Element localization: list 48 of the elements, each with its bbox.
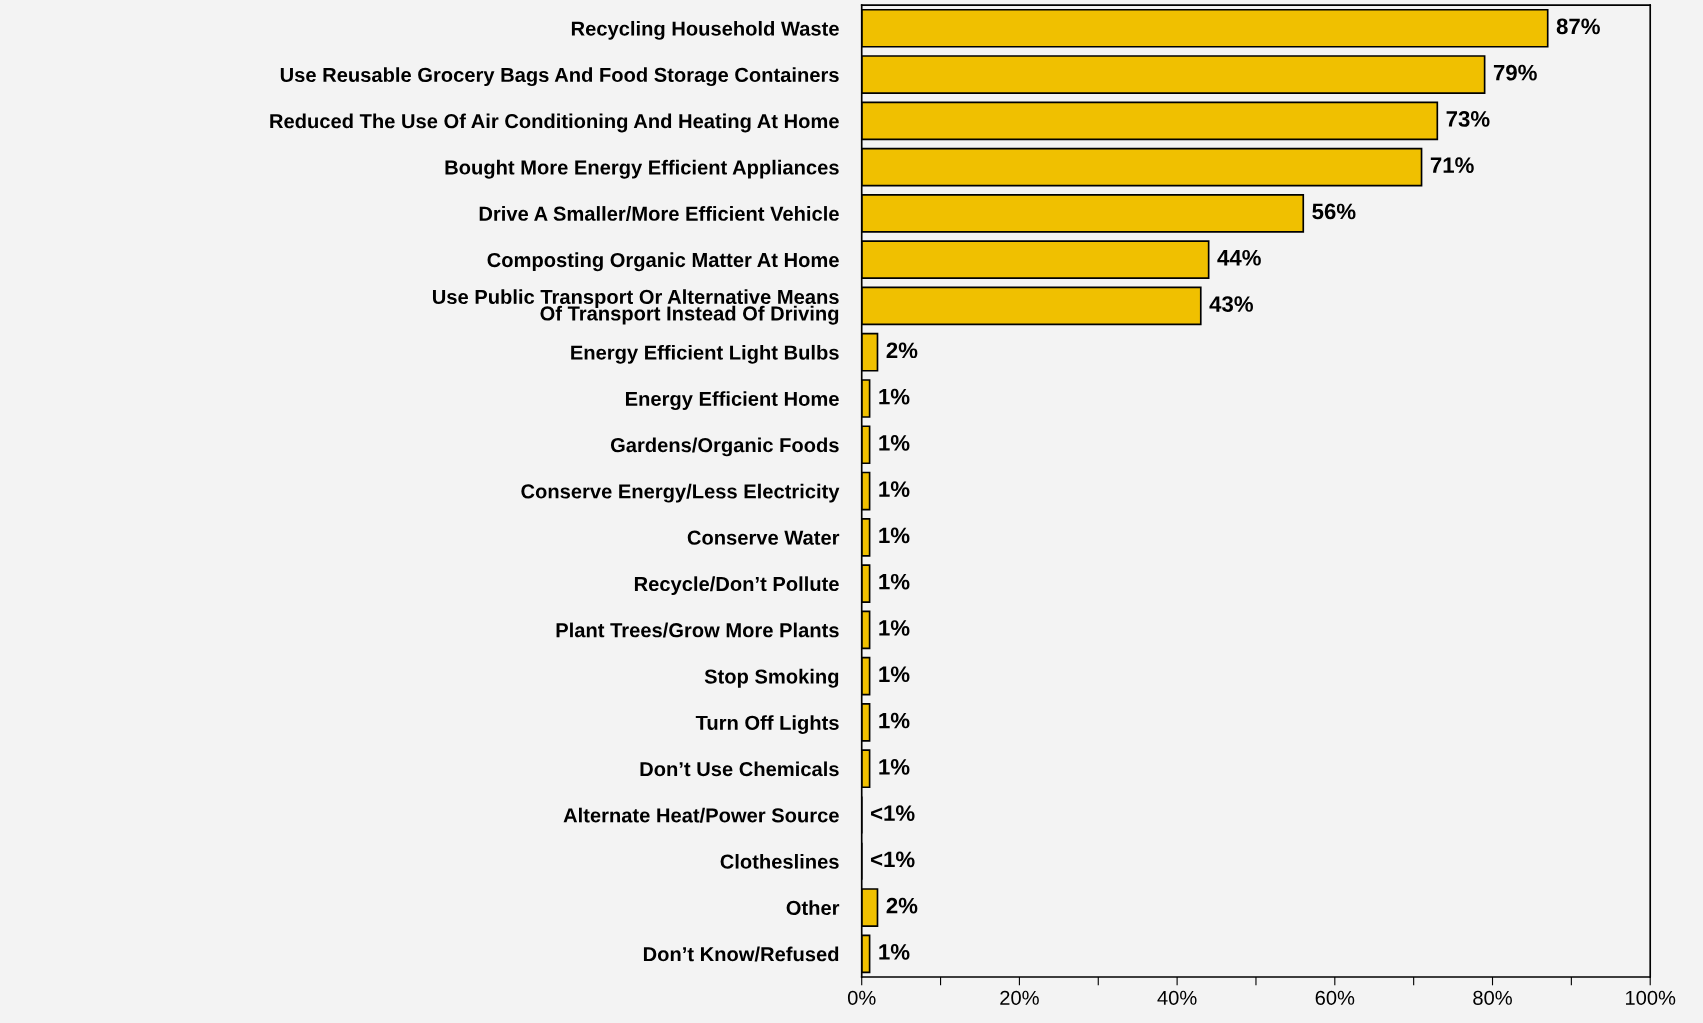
y-tick-label: Energy Efficient Home	[625, 391, 839, 411]
data-label: 1%	[879, 712, 910, 729]
y-tick-label: Clotheslines	[720, 853, 839, 869]
x-tick-label: 0%	[847, 990, 876, 1005]
data-label: 1%	[879, 481, 910, 497]
y-tick-label: Recycle/Don’t Pollute	[634, 576, 839, 596]
x-tick-label: 40%	[1157, 990, 1197, 1005]
data-label: 73%	[1446, 111, 1490, 127]
data-label: 79%	[1493, 64, 1537, 81]
y-tick-label: Conserve Water	[687, 530, 840, 545]
data-label: 1%	[879, 527, 910, 544]
x-tick-label: 100%	[1625, 990, 1676, 1005]
data-label: 1%	[879, 573, 910, 590]
data-label: 1%	[879, 944, 910, 960]
data-label: 2%	[886, 897, 918, 914]
data-label: <1%	[870, 805, 915, 821]
data-label: 1%	[879, 666, 910, 683]
y-tick-label: Conserve Energy/Less Electricity	[521, 483, 840, 503]
y-tick-label: Bought More Energy Efficient Appliances	[445, 159, 839, 179]
y-tick-label: Gardens/Organic Foods	[610, 437, 839, 457]
y-tick-label: Use Public Transport Or Alternative Means Of Transport Instead Of Driving	[432, 289, 839, 325]
y-tick-label: Other	[786, 900, 840, 916]
y-tick-label: Energy Efficient Light Bulbs	[571, 344, 839, 364]
data-label: 56%	[1312, 203, 1356, 220]
y-tick-label: Plant Trees/Grow More Plants	[556, 622, 839, 638]
y-tick-label: Alternate Heat/Power Source	[563, 807, 839, 823]
x-tick-label: 80%	[1473, 990, 1512, 1005]
y-tick-label: Stop Smoking	[704, 668, 839, 688]
x-tick-label: 60%	[1315, 990, 1355, 1005]
y-tick-label: Composting Organic Matter At Home	[487, 252, 839, 272]
y-tick-label: Turn Off Lights	[695, 715, 839, 734]
y-tick-label: Don’t Use Chemicals	[640, 761, 839, 777]
data-label: 1%	[879, 435, 910, 451]
y-tick-label: Reduced The Use Of Air Conditioning And Heating At Home	[270, 113, 839, 133]
data-label: 1%	[879, 620, 910, 636]
data-label: 44%	[1217, 249, 1261, 266]
data-label: 43%	[1209, 296, 1253, 312]
data-label: 87%	[1556, 18, 1600, 35]
y-tick-label: Use Reusable Grocery Bags And Food Storage Containers	[280, 67, 839, 87]
data-label: 2%	[886, 342, 918, 359]
y-tick-label: Drive A Smaller/More Efficient Vehicle	[479, 206, 839, 222]
y-tick-label: Recycling Household Waste	[571, 20, 839, 40]
data-label: <1%	[870, 851, 915, 868]
data-label: 1%	[879, 388, 910, 405]
x-tick-label: 20%	[1000, 990, 1039, 1005]
y-tick-label: Don’t Know/Refused	[643, 946, 839, 962]
data-label: 1%	[879, 759, 910, 775]
data-label: 71%	[1430, 157, 1474, 174]
